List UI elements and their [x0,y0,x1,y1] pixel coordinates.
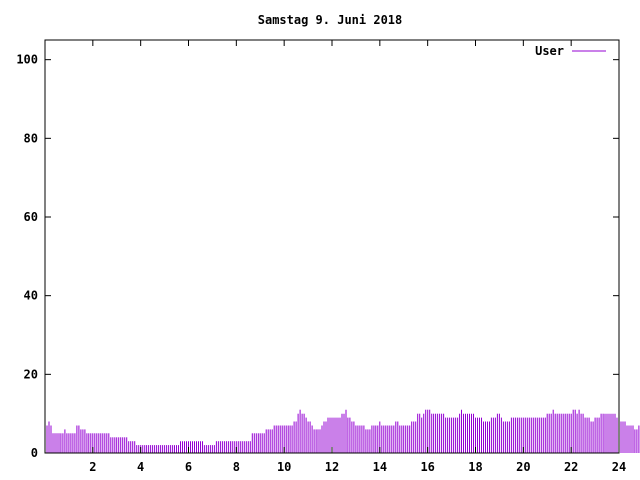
x-tick-label: 14 [373,460,387,474]
x-tick-label: 2 [89,460,96,474]
legend: User [535,44,606,58]
y-tick-label: 0 [31,446,38,460]
y-tick-label: 100 [16,53,38,67]
x-tick-label: 4 [137,460,144,474]
x-tick-label: 6 [185,460,192,474]
x-tick-label: 20 [516,460,530,474]
plot-frame [44,39,620,454]
x-tick-label: 16 [420,460,434,474]
y-tick-label: 40 [24,289,38,303]
legend-label-user: User [535,44,564,58]
y-tick-label: 80 [24,131,38,145]
chart-title: Samstag 9. Juni 2018 [258,13,403,27]
y-tick-label: 60 [24,210,38,224]
x-tick-label: 12 [325,460,339,474]
x-tick-label: 18 [468,460,482,474]
x-tick-label: 24 [612,460,626,474]
bars [44,409,640,453]
x-tick-label: 22 [564,460,578,474]
x-tick-label: 10 [277,460,291,474]
y-tick-label: 20 [24,367,38,381]
x-tick-label: 8 [233,460,240,474]
